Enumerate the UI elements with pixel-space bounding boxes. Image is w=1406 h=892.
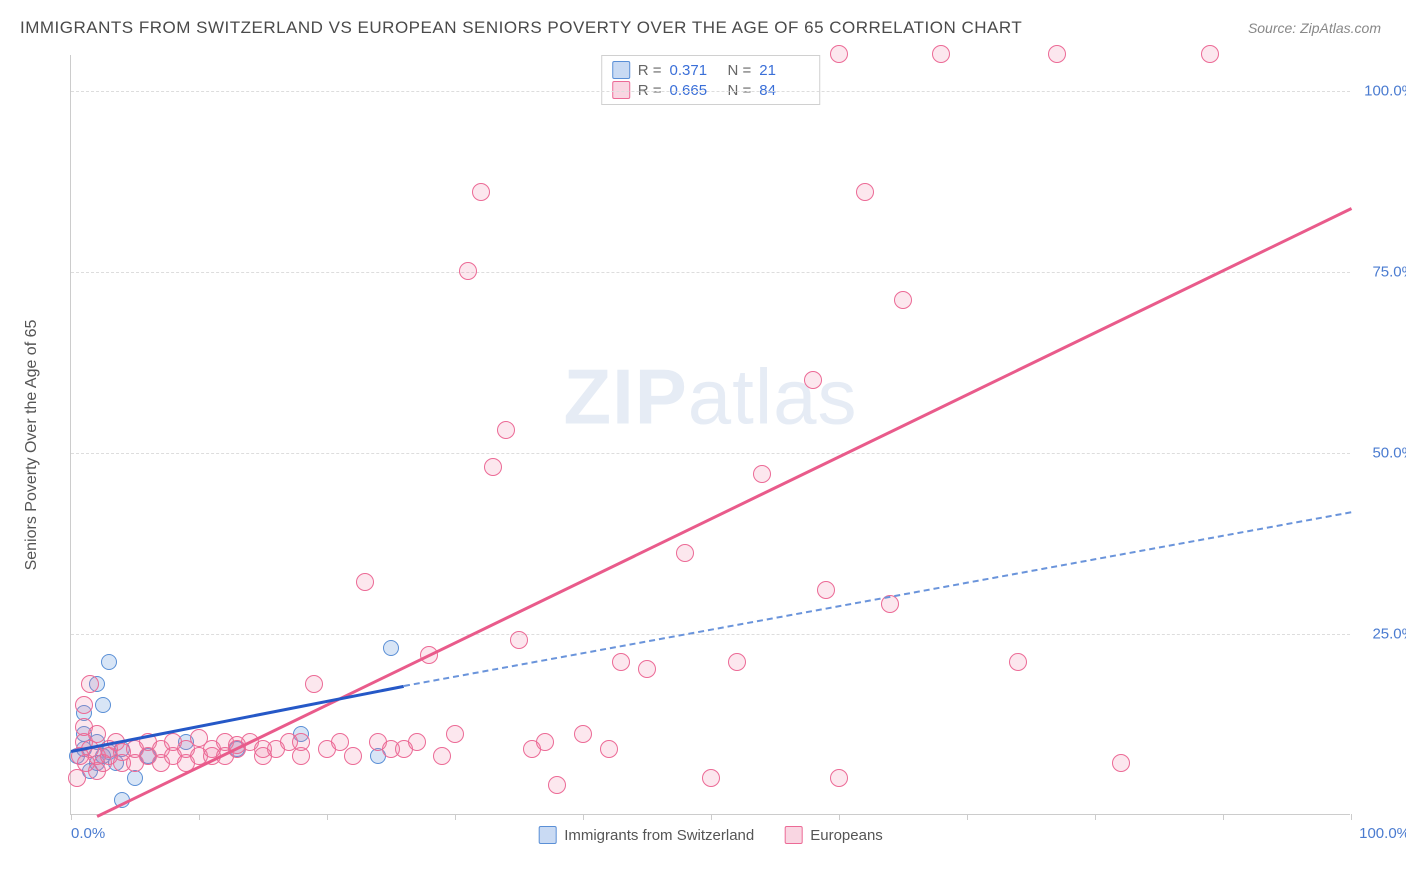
trend-line xyxy=(96,207,1351,817)
swatch-blue-icon xyxy=(612,61,630,79)
legend-item-pink: Europeans xyxy=(784,826,883,844)
point-pink xyxy=(574,725,592,743)
point-pink xyxy=(292,733,310,751)
x-tick xyxy=(967,814,968,820)
swatch-blue-icon xyxy=(538,826,556,844)
gridline xyxy=(71,453,1350,454)
x-tick xyxy=(1095,814,1096,820)
point-pink xyxy=(446,725,464,743)
point-blue xyxy=(383,640,399,656)
chart-area: Seniors Poverty Over the Age of 65 ZIPat… xyxy=(50,55,1370,835)
point-pink xyxy=(548,776,566,794)
swatch-pink-icon xyxy=(784,826,802,844)
point-pink xyxy=(817,581,835,599)
point-pink xyxy=(1048,45,1066,63)
point-pink xyxy=(88,725,106,743)
point-pink xyxy=(1009,653,1027,671)
y-tick-label: 75.0% xyxy=(1372,264,1406,281)
x-tick-min: 0.0% xyxy=(71,825,105,842)
point-pink xyxy=(830,769,848,787)
plot-region: ZIPatlas R = 0.371 N = 21 R = 0.665 N = … xyxy=(70,55,1350,815)
point-pink xyxy=(459,262,477,280)
x-tick xyxy=(583,814,584,820)
watermark: ZIPatlas xyxy=(563,351,857,442)
point-pink xyxy=(830,45,848,63)
x-tick xyxy=(71,814,72,820)
point-pink xyxy=(497,421,515,439)
point-pink xyxy=(612,653,630,671)
point-pink xyxy=(638,660,656,678)
y-tick-label: 25.0% xyxy=(1372,626,1406,643)
point-pink xyxy=(728,653,746,671)
legend-series: Immigrants from Switzerland Europeans xyxy=(538,826,883,844)
point-pink xyxy=(894,291,912,309)
x-tick xyxy=(455,814,456,820)
gridline xyxy=(71,272,1350,273)
x-tick xyxy=(199,814,200,820)
point-pink xyxy=(305,675,323,693)
swatch-pink-icon xyxy=(612,81,630,99)
point-pink xyxy=(856,183,874,201)
x-tick xyxy=(1351,814,1352,820)
y-tick-label: 100.0% xyxy=(1364,83,1406,100)
point-pink xyxy=(676,544,694,562)
chart-title: IMMIGRANTS FROM SWITZERLAND VS EUROPEAN … xyxy=(20,18,1022,38)
legend-row-blue: R = 0.371 N = 21 xyxy=(612,60,810,80)
gridline xyxy=(71,91,1350,92)
point-pink xyxy=(1201,45,1219,63)
x-tick xyxy=(711,814,712,820)
point-pink xyxy=(1112,754,1130,772)
legend-item-blue: Immigrants from Switzerland xyxy=(538,826,754,844)
point-pink xyxy=(484,458,502,476)
point-pink xyxy=(510,631,528,649)
x-tick xyxy=(839,814,840,820)
x-tick xyxy=(327,814,328,820)
point-pink xyxy=(536,733,554,751)
x-tick xyxy=(1223,814,1224,820)
x-tick-max: 100.0% xyxy=(1359,825,1406,842)
point-pink xyxy=(932,45,950,63)
point-pink xyxy=(433,747,451,765)
source-attribution: Source: ZipAtlas.com xyxy=(1248,20,1381,36)
point-pink xyxy=(356,573,374,591)
point-pink xyxy=(702,769,720,787)
gridline xyxy=(71,634,1350,635)
point-pink xyxy=(331,733,349,751)
point-pink xyxy=(408,733,426,751)
point-blue xyxy=(101,654,117,670)
point-pink xyxy=(344,747,362,765)
y-axis-label: Seniors Poverty Over the Age of 65 xyxy=(23,320,41,571)
point-pink xyxy=(81,675,99,693)
legend-row-pink: R = 0.665 N = 84 xyxy=(612,80,810,100)
point-blue xyxy=(95,697,111,713)
point-pink xyxy=(600,740,618,758)
point-pink xyxy=(804,371,822,389)
point-pink xyxy=(753,465,771,483)
point-pink xyxy=(472,183,490,201)
point-pink xyxy=(75,696,93,714)
y-tick-label: 50.0% xyxy=(1372,445,1406,462)
legend-correlation: R = 0.371 N = 21 R = 0.665 N = 84 xyxy=(601,55,821,105)
